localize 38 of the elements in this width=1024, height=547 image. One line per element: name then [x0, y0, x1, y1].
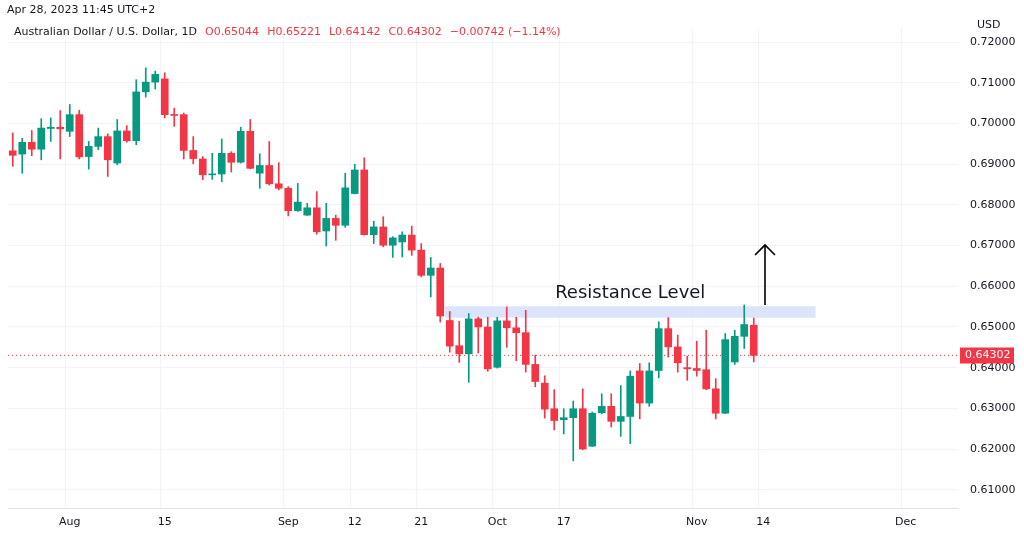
- x-tick-label: 15: [157, 515, 172, 529]
- band-label: Resistance Level: [555, 280, 706, 302]
- candlestick: [426, 257, 435, 298]
- y-tick-label: 0.67000: [970, 238, 1016, 252]
- y-tick-label: 0.62000: [970, 441, 1016, 455]
- ref-line-label: 0.64302: [965, 348, 1011, 362]
- y-tick-label: 0.63000: [970, 401, 1016, 415]
- annotation: −0.00742 (−1.14%): [449, 25, 561, 38]
- annotation: C0.64302: [388, 25, 442, 38]
- x-tick-label: 21: [414, 515, 429, 529]
- candlestick: [46, 117, 55, 142]
- annotation: O0.65044: [204, 25, 260, 38]
- candlestick: [255, 153, 264, 189]
- chart-title: Australian Dollar / U.S. Dollar, 1D: [14, 25, 197, 38]
- y-tick-label: 0.66000: [970, 279, 1016, 293]
- y-tick-label: 0.64000: [970, 360, 1016, 374]
- candlestick: [474, 316, 483, 354]
- y-tick-label: 0.65000: [970, 319, 1016, 333]
- annotation: L0.64142: [328, 25, 381, 38]
- y-tick-label: 0.72000: [970, 35, 1016, 49]
- y-axis-title: USD: [977, 18, 1001, 31]
- x-tick-label: 14: [756, 515, 771, 529]
- x-tick-label: Oct: [487, 515, 508, 529]
- y-tick-label: 0.68000: [970, 197, 1016, 211]
- annotation: H0.65221: [267, 25, 321, 38]
- x-tick-label: 17: [556, 515, 571, 529]
- x-tick-label: Sep: [277, 515, 299, 529]
- chart-subtitle: Apr 28, 2023 11:45 UTC+2: [7, 3, 156, 16]
- y-tick-label: 0.71000: [970, 75, 1016, 89]
- y-tick-label: 0.61000: [970, 482, 1016, 496]
- x-tick-label: Aug: [59, 515, 81, 529]
- y-tick-label: 0.69000: [970, 157, 1016, 171]
- candlestick: [683, 355, 692, 381]
- y-tick-label: 0.70000: [970, 116, 1016, 130]
- x-tick-label: 12: [347, 515, 362, 529]
- x-tick-label: Dec: [895, 515, 917, 529]
- candlestick: [8, 132, 17, 167]
- x-tick-label: Nov: [686, 515, 708, 529]
